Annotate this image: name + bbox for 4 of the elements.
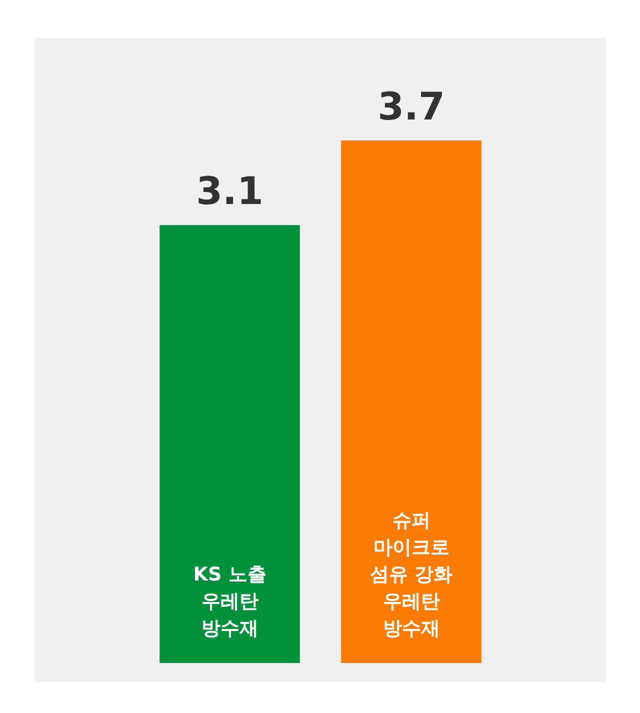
data-label: 3.7 [378, 84, 445, 128]
x-tick-label: KS 노출 우레탄 방수재 [193, 563, 266, 640]
data-label: 3.1 [196, 169, 264, 213]
x-tick-label: 슈퍼 마이크로 섬유 강화 우레탄 방수재 [370, 509, 453, 640]
